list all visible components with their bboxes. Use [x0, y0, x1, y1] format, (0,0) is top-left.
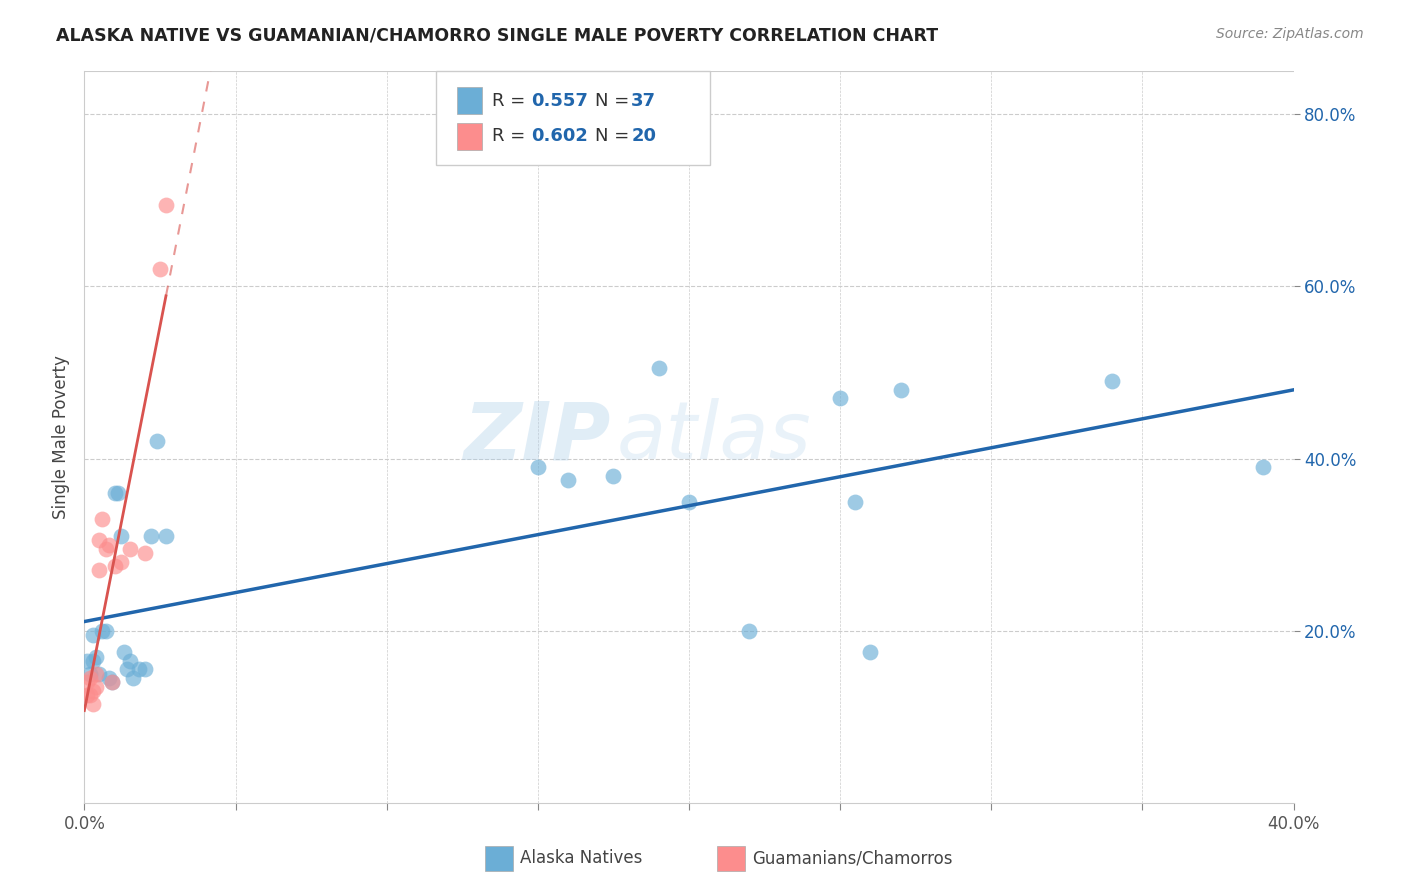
Point: [86, 680, 108, 694]
Point: [155, 198, 177, 212]
Point: [76, 654, 98, 668]
Point: [91, 512, 114, 526]
Point: [91, 624, 114, 638]
Y-axis label: Single Male Poverty: Single Male Poverty: [52, 355, 70, 519]
Point: [155, 529, 177, 543]
Text: N =: N =: [595, 92, 634, 110]
Point: [115, 662, 138, 676]
Text: 0.602: 0.602: [531, 128, 588, 145]
Point: [94, 624, 117, 638]
Point: [82, 628, 104, 642]
Point: [86, 649, 108, 664]
Text: Source: ZipAtlas.com: Source: ZipAtlas.com: [1216, 27, 1364, 41]
Point: [602, 468, 624, 483]
Text: 37: 37: [631, 92, 657, 110]
Point: [82, 654, 104, 668]
Text: R =: R =: [492, 128, 531, 145]
Point: [112, 645, 135, 659]
Point: [107, 486, 129, 500]
Point: [100, 675, 122, 690]
Text: Alaska Natives: Alaska Natives: [520, 849, 643, 867]
Text: ALASKA NATIVE VS GUAMANIAN/CHAMORRO SINGLE MALE POVERTY CORRELATION CHART: ALASKA NATIVE VS GUAMANIAN/CHAMORRO SING…: [56, 27, 938, 45]
Text: ZIP: ZIP: [463, 398, 610, 476]
Text: N =: N =: [595, 128, 634, 145]
Point: [76, 688, 98, 702]
Point: [139, 529, 162, 543]
Point: [678, 494, 700, 508]
Point: [118, 654, 141, 668]
Point: [648, 361, 671, 376]
Point: [149, 262, 172, 277]
Point: [100, 675, 122, 690]
Point: [830, 392, 852, 406]
Point: [121, 671, 143, 685]
Text: atlas: atlas: [616, 398, 811, 476]
Point: [844, 494, 866, 508]
Point: [76, 675, 98, 690]
Point: [890, 383, 912, 397]
Point: [134, 546, 156, 560]
Point: [557, 473, 579, 487]
Point: [104, 486, 127, 500]
Point: [89, 564, 111, 578]
Point: [1101, 374, 1123, 388]
Point: [82, 684, 104, 698]
Point: [110, 529, 132, 543]
Point: [97, 671, 120, 685]
Point: [82, 697, 104, 711]
Point: [104, 559, 127, 574]
Point: [79, 671, 101, 685]
Point: [738, 624, 761, 638]
Point: [118, 541, 141, 556]
Point: [527, 460, 550, 475]
Point: [1253, 460, 1275, 475]
Text: 20: 20: [631, 128, 657, 145]
Point: [94, 541, 117, 556]
Point: [134, 662, 156, 676]
Point: [859, 645, 882, 659]
Point: [97, 538, 120, 552]
Text: 0.557: 0.557: [531, 92, 588, 110]
Point: [89, 666, 111, 681]
Point: [79, 688, 101, 702]
Point: [110, 555, 132, 569]
Point: [86, 666, 108, 681]
Point: [128, 662, 150, 676]
Point: [146, 434, 169, 449]
Text: R =: R =: [492, 92, 531, 110]
Point: [89, 533, 111, 548]
Point: [79, 666, 101, 681]
Text: Guamanians/Chamorros: Guamanians/Chamorros: [752, 849, 953, 867]
